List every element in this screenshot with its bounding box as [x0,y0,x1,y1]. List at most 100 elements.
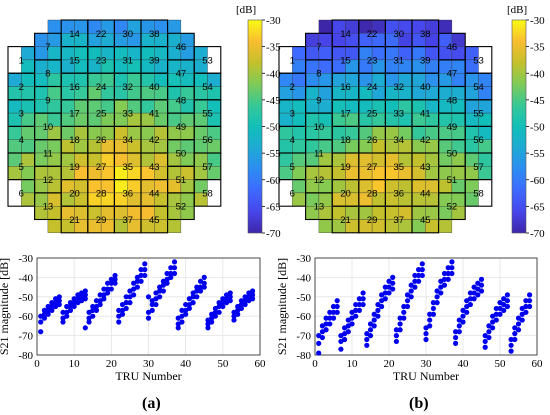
data-point [179,319,185,325]
data-point [145,294,152,300]
data-point [82,296,88,302]
data-point [138,278,144,284]
tile-number: 48 [447,95,458,106]
data-point [382,290,388,296]
tile-labels-a: 1234567891011121314151617181920212223242… [7,19,222,234]
data-point [515,327,522,333]
tile-number: 20 [340,188,351,199]
data-point [194,284,200,290]
data-point [371,323,377,329]
data-point [67,307,74,313]
data-point [108,276,114,282]
data-point [142,261,148,267]
data-point [209,319,215,325]
data-point [408,294,414,300]
tile-number: 22 [96,29,107,40]
tile-number: 15 [340,55,351,66]
data-point [330,309,337,315]
tile-number: 3 [19,109,24,120]
tile-number: 29 [367,215,378,226]
data-point [205,325,211,331]
y-tick-label: -30 [296,253,311,265]
data-point [231,317,237,323]
data-point [220,303,226,310]
tile-number: 10 [314,122,325,133]
x-tick-label: 60 [532,358,544,370]
tile-number: 14 [69,29,80,40]
tile-number: 28 [367,188,378,199]
tile-number: 56 [202,135,213,146]
colorbar-tick-label: -70 [266,228,281,240]
x-tick-label: 10 [347,358,359,370]
data-point [171,265,178,271]
data-point [319,334,325,341]
data-point [49,300,55,306]
tile-number: 57 [202,162,213,173]
data-point [153,301,159,308]
y-axis-label: S21 magnitude [dB] [275,258,289,355]
data-point [238,301,245,308]
tile-number: 49 [176,122,187,133]
data-point [67,300,74,306]
data-point [157,294,163,300]
data-point [464,309,470,315]
x-tick-label: 0 [312,358,318,370]
data-point [334,298,340,304]
tile-number: 39 [149,55,160,66]
data-point [101,296,107,302]
data-point [197,288,204,294]
data-point [45,303,51,310]
tile-number: 16 [69,82,80,93]
data-point [45,307,51,313]
data-point [249,296,256,302]
data-point [112,272,118,279]
tile-number: 12 [43,175,54,186]
data-point [382,296,388,302]
data-point [416,278,422,284]
y-tick-label: -80 [18,350,33,362]
data-point [190,294,196,300]
data-point [523,298,529,304]
data-point [364,342,370,348]
tile-number: 19 [69,162,80,173]
tile-number: 47 [176,69,187,80]
data-point [168,265,174,271]
tile-number: 12 [314,175,325,186]
colorbar-tick-label: -65 [530,201,545,213]
data-point [86,319,92,325]
y-tick-label: -60 [18,311,33,323]
data-point [478,276,485,282]
tile-number: 44 [420,188,431,199]
colorbar-tick-label: -45 [266,95,281,107]
colorbar-tick-label: -55 [266,148,281,160]
data-point [482,338,488,345]
data-point [390,280,396,286]
tile-number: 35 [122,162,133,173]
tile-number: 17 [340,109,351,120]
tile-number: 8 [45,69,50,80]
data-point [183,301,189,308]
data-point [460,313,466,319]
data-point [486,334,492,341]
heatmap-cell [318,19,333,34]
tile-number: 55 [202,109,213,120]
tile-number: 34 [122,135,133,146]
panel-label-b: (b) [409,395,429,412]
data-point [123,305,129,312]
y-tick-label: -40 [18,272,33,284]
tile-number: 32 [393,82,404,93]
x-tick-label: 30 [421,358,433,370]
data-point [375,313,381,319]
data-point [356,296,362,302]
colorbar-tick-label: -50 [266,122,281,134]
tile-number: 45 [420,215,431,226]
tile-number: 38 [420,29,431,40]
data-point [364,336,370,343]
y-tick-label: -60 [296,311,311,323]
data-point [327,315,333,321]
tile-number: 49 [447,122,458,133]
data-point [145,315,152,321]
x-tick-label: 30 [143,358,155,370]
data-point [353,307,359,313]
tile-number: 1 [19,55,24,66]
